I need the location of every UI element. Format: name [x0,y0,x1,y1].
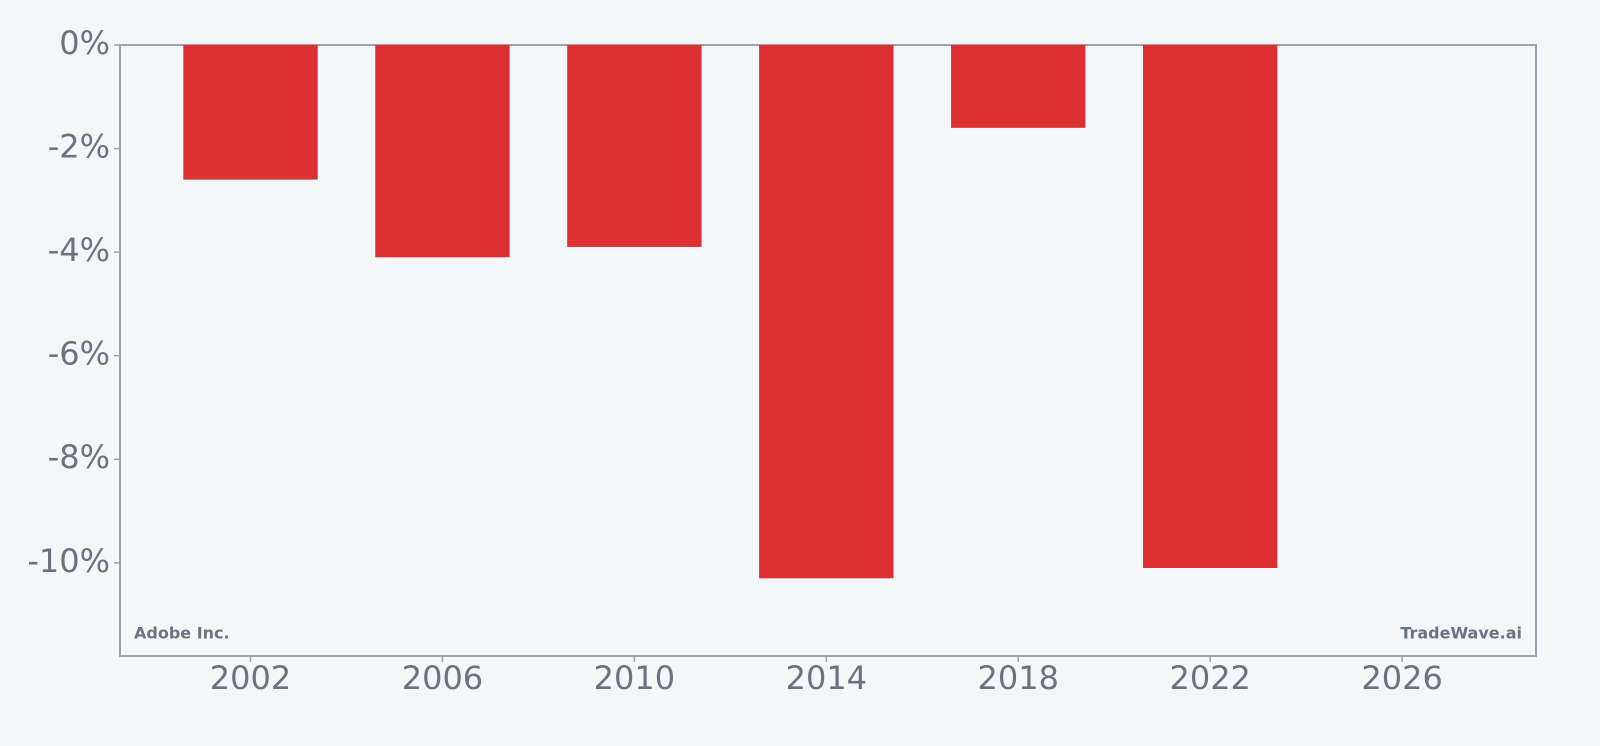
bar [183,45,318,180]
x-tick-label: 2026 [1361,659,1442,697]
x-tick-label: 2014 [786,659,867,697]
y-tick-label: -4% [48,231,110,269]
bar [375,45,510,258]
company-label: Adobe Inc. [134,624,230,643]
bar [951,45,1086,128]
y-tick-label: -6% [48,335,110,373]
x-tick-label: 2018 [978,659,1059,697]
bar [759,45,894,579]
watermark: TradeWave.ai [1400,624,1522,643]
x-tick-label: 2022 [1169,659,1250,697]
y-tick-label: -10% [27,542,110,580]
y-tick-label: -2% [48,128,110,166]
x-tick-label: 2010 [594,659,675,697]
bar [1143,45,1278,568]
y-tick-label: 0% [59,24,110,62]
bar [567,45,702,247]
x-tick-label: 2002 [210,659,291,697]
y-tick-label: -8% [48,438,110,476]
x-tick-label: 2006 [402,659,483,697]
